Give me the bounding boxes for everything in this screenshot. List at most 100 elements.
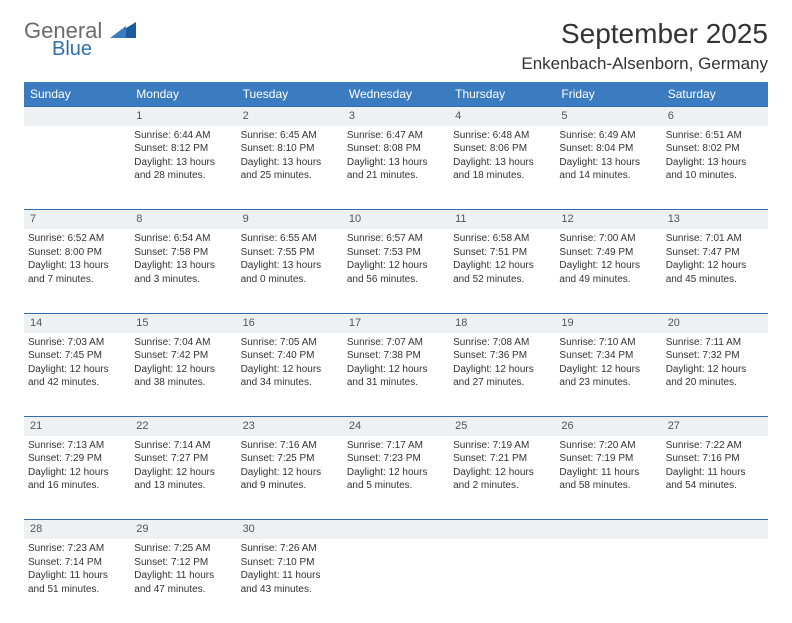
day-number: 24 xyxy=(343,417,449,436)
sunset-text: Sunset: 7:38 PM xyxy=(347,349,445,363)
daylight-text: Daylight: 12 hours and 23 minutes. xyxy=(559,363,657,390)
daylight-text: Daylight: 11 hours and 58 minutes. xyxy=(559,466,657,493)
weekday-header: Friday xyxy=(555,82,661,107)
sunrise-text: Sunrise: 6:58 AM xyxy=(453,232,551,246)
daynum-row: 14151617181920 xyxy=(24,313,768,332)
daylight-text: Daylight: 12 hours and 34 minutes. xyxy=(241,363,339,390)
day-number xyxy=(24,107,130,126)
day-number: 8 xyxy=(130,210,236,229)
day-number: 9 xyxy=(237,210,343,229)
weekday-header: Tuesday xyxy=(237,82,343,107)
detail-row: Sunrise: 7:23 AMSunset: 7:14 PMDaylight:… xyxy=(24,539,768,623)
sunrise-text: Sunrise: 7:11 AM xyxy=(666,336,764,350)
daylight-text: Daylight: 12 hours and 5 minutes. xyxy=(347,466,445,493)
daylight-text: Daylight: 13 hours and 10 minutes. xyxy=(666,156,764,183)
day-cell: Sunrise: 7:01 AMSunset: 7:47 PMDaylight:… xyxy=(662,229,768,313)
day-cell xyxy=(449,539,555,623)
day-number: 19 xyxy=(555,313,661,332)
sunrise-text: Sunrise: 7:13 AM xyxy=(28,439,126,453)
sunset-text: Sunset: 7:32 PM xyxy=(666,349,764,363)
sunset-text: Sunset: 8:06 PM xyxy=(453,142,551,156)
day-cell: Sunrise: 6:47 AMSunset: 8:08 PMDaylight:… xyxy=(343,126,449,210)
day-number: 28 xyxy=(24,520,130,539)
day-cell: Sunrise: 7:23 AMSunset: 7:14 PMDaylight:… xyxy=(24,539,130,623)
daylight-text: Daylight: 12 hours and 38 minutes. xyxy=(134,363,232,390)
daylight-text: Daylight: 12 hours and 52 minutes. xyxy=(453,259,551,286)
day-number: 18 xyxy=(449,313,555,332)
daylight-text: Daylight: 12 hours and 31 minutes. xyxy=(347,363,445,390)
day-number: 4 xyxy=(449,107,555,126)
day-cell: Sunrise: 7:19 AMSunset: 7:21 PMDaylight:… xyxy=(449,436,555,520)
sunrise-text: Sunrise: 6:52 AM xyxy=(28,232,126,246)
sunrise-text: Sunrise: 7:26 AM xyxy=(241,542,339,556)
sunset-text: Sunset: 7:42 PM xyxy=(134,349,232,363)
title-block: September 2025 Enkenbach-Alsenborn, Germ… xyxy=(521,18,768,74)
daynum-row: 78910111213 xyxy=(24,210,768,229)
logo-word2: Blue xyxy=(52,38,92,61)
weekday-header-row: Sunday Monday Tuesday Wednesday Thursday… xyxy=(24,82,768,107)
logo: General Blue xyxy=(24,18,144,62)
day-cell: Sunrise: 6:48 AMSunset: 8:06 PMDaylight:… xyxy=(449,126,555,210)
sunrise-text: Sunrise: 7:16 AM xyxy=(241,439,339,453)
sunrise-text: Sunrise: 7:01 AM xyxy=(666,232,764,246)
sunrise-text: Sunrise: 7:10 AM xyxy=(559,336,657,350)
day-number: 12 xyxy=(555,210,661,229)
sunset-text: Sunset: 7:45 PM xyxy=(28,349,126,363)
sunrise-text: Sunrise: 7:14 AM xyxy=(134,439,232,453)
sunset-text: Sunset: 7:23 PM xyxy=(347,452,445,466)
sunset-text: Sunset: 7:58 PM xyxy=(134,246,232,260)
daylight-text: Daylight: 12 hours and 9 minutes. xyxy=(241,466,339,493)
day-cell: Sunrise: 6:51 AMSunset: 8:02 PMDaylight:… xyxy=(662,126,768,210)
sunrise-text: Sunrise: 7:00 AM xyxy=(559,232,657,246)
day-cell: Sunrise: 7:07 AMSunset: 7:38 PMDaylight:… xyxy=(343,333,449,417)
day-number: 26 xyxy=(555,417,661,436)
sunrise-text: Sunrise: 7:19 AM xyxy=(453,439,551,453)
day-number: 17 xyxy=(343,313,449,332)
day-cell: Sunrise: 7:13 AMSunset: 7:29 PMDaylight:… xyxy=(24,436,130,520)
sunrise-text: Sunrise: 7:04 AM xyxy=(134,336,232,350)
daylight-text: Daylight: 11 hours and 51 minutes. xyxy=(28,569,126,596)
sunset-text: Sunset: 7:21 PM xyxy=(453,452,551,466)
day-number: 21 xyxy=(24,417,130,436)
day-cell: Sunrise: 7:11 AMSunset: 7:32 PMDaylight:… xyxy=(662,333,768,417)
day-cell: Sunrise: 7:16 AMSunset: 7:25 PMDaylight:… xyxy=(237,436,343,520)
daylight-text: Daylight: 12 hours and 20 minutes. xyxy=(666,363,764,390)
daylight-text: Daylight: 12 hours and 27 minutes. xyxy=(453,363,551,390)
day-number: 30 xyxy=(237,520,343,539)
daylight-text: Daylight: 13 hours and 3 minutes. xyxy=(134,259,232,286)
daylight-text: Daylight: 13 hours and 25 minutes. xyxy=(241,156,339,183)
day-number: 27 xyxy=(662,417,768,436)
daylight-text: Daylight: 13 hours and 28 minutes. xyxy=(134,156,232,183)
weekday-header: Thursday xyxy=(449,82,555,107)
day-number: 1 xyxy=(130,107,236,126)
day-cell: Sunrise: 6:58 AMSunset: 7:51 PMDaylight:… xyxy=(449,229,555,313)
sunset-text: Sunset: 7:51 PM xyxy=(453,246,551,260)
sunset-text: Sunset: 7:27 PM xyxy=(134,452,232,466)
sunset-text: Sunset: 7:16 PM xyxy=(666,452,764,466)
day-cell xyxy=(24,126,130,210)
daynum-row: 21222324252627 xyxy=(24,417,768,436)
daylight-text: Daylight: 13 hours and 18 minutes. xyxy=(453,156,551,183)
location-label: Enkenbach-Alsenborn, Germany xyxy=(521,54,768,74)
sunset-text: Sunset: 7:53 PM xyxy=(347,246,445,260)
sunrise-text: Sunrise: 7:25 AM xyxy=(134,542,232,556)
logo-triangle-icon xyxy=(110,20,136,38)
header: General Blue September 2025 Enkenbach-Al… xyxy=(24,18,768,74)
daylight-text: Daylight: 13 hours and 21 minutes. xyxy=(347,156,445,183)
sunset-text: Sunset: 8:12 PM xyxy=(134,142,232,156)
sunrise-text: Sunrise: 6:55 AM xyxy=(241,232,339,246)
sunset-text: Sunset: 8:00 PM xyxy=(28,246,126,260)
day-cell: Sunrise: 7:00 AMSunset: 7:49 PMDaylight:… xyxy=(555,229,661,313)
day-number: 23 xyxy=(237,417,343,436)
day-number: 16 xyxy=(237,313,343,332)
sunset-text: Sunset: 7:12 PM xyxy=(134,556,232,570)
weekday-header: Monday xyxy=(130,82,236,107)
sunset-text: Sunset: 7:19 PM xyxy=(559,452,657,466)
detail-row: Sunrise: 6:44 AMSunset: 8:12 PMDaylight:… xyxy=(24,126,768,210)
sunset-text: Sunset: 7:29 PM xyxy=(28,452,126,466)
day-number: 3 xyxy=(343,107,449,126)
month-title: September 2025 xyxy=(521,18,768,50)
daylight-text: Daylight: 13 hours and 14 minutes. xyxy=(559,156,657,183)
daynum-row: 123456 xyxy=(24,107,768,126)
sunrise-text: Sunrise: 7:03 AM xyxy=(28,336,126,350)
